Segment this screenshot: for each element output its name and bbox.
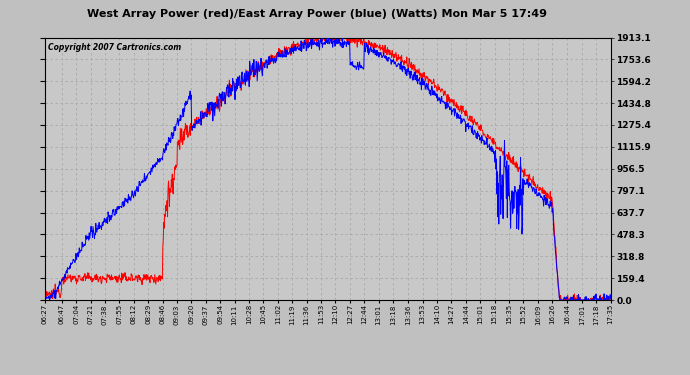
- Text: Copyright 2007 Cartronics.com: Copyright 2007 Cartronics.com: [48, 43, 181, 52]
- Text: West Array Power (red)/East Array Power (blue) (Watts) Mon Mar 5 17:49: West Array Power (red)/East Array Power …: [88, 9, 547, 20]
